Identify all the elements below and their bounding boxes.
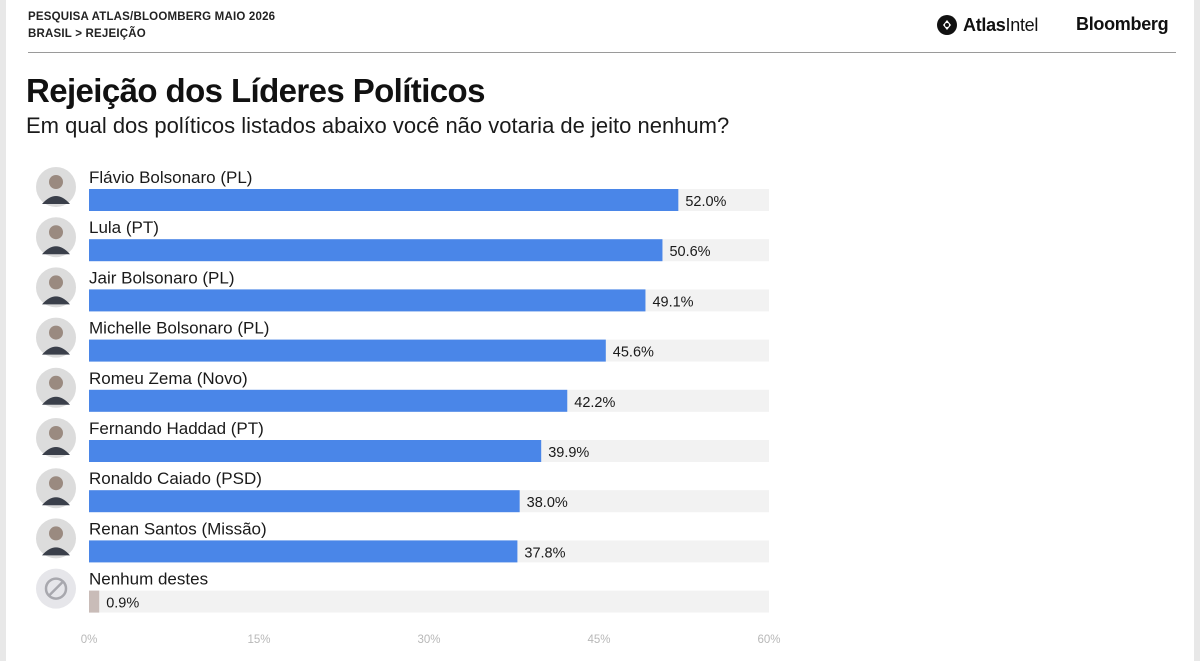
bar <box>89 440 542 462</box>
value-label: 0.9% <box>106 596 139 612</box>
bar-chart: Flávio Bolsonaro (PL) 52.0% Lula (PT) 50.6%… <box>36 167 781 646</box>
candidate-label: Jair Bolsonaro (PL) <box>89 268 235 287</box>
candidate-label: Ronaldo Caiado (PSD) <box>89 469 262 488</box>
intel-logo-text: Intel <box>1005 14 1039 35</box>
value-label: 39.9% <box>548 445 589 461</box>
candidate-label: Michelle Bolsonaro (PL) <box>89 319 269 338</box>
chart-subtitle: Em qual dos políticos listados abaixo vo… <box>26 113 730 138</box>
candidate-label: Romeu Zema (Novo) <box>89 369 248 388</box>
ban-icon <box>44 577 68 600</box>
value-label: 38.0% <box>527 495 568 511</box>
avatar-head <box>49 375 63 390</box>
value-label: 42.2% <box>574 395 615 411</box>
survey-label: PESQUISA ATLAS/BLOOMBERG MAIO 2026 <box>28 11 276 23</box>
avatar-shoulders <box>42 547 70 556</box>
header-divider <box>28 52 1176 53</box>
avatar-head <box>49 175 63 189</box>
x-tick-label: 45% <box>587 634 610 646</box>
bar <box>89 389 568 412</box>
avatar-shoulders <box>42 396 70 405</box>
bar <box>89 339 606 362</box>
bar <box>89 189 679 211</box>
bar <box>89 490 520 513</box>
bar-track <box>89 590 769 613</box>
avatar-shoulders <box>42 346 70 355</box>
avatar-head <box>49 476 63 491</box>
avatar-head <box>49 275 63 290</box>
value-label: 52.0% <box>685 194 726 210</box>
x-tick-label: 60% <box>757 634 780 646</box>
candidate-label: Nenhum destes <box>89 570 208 589</box>
value-label: 50.6% <box>669 244 710 260</box>
avatar-head <box>49 225 63 240</box>
bar <box>89 289 646 312</box>
value-label: 49.1% <box>652 294 693 310</box>
avatar-shoulders <box>42 246 70 255</box>
ban-icon-slash <box>48 580 64 597</box>
avatar-shoulders <box>42 196 70 204</box>
atlas-logo-text: Atlas <box>963 14 1006 35</box>
x-tick-label: 30% <box>417 634 440 646</box>
bloomberg-logo: Bloomberg <box>1076 14 1169 34</box>
avatar-shoulders <box>42 296 70 305</box>
candidate-label: Renan Santos (Missão) <box>89 519 267 538</box>
bar <box>89 540 518 563</box>
avatar-head <box>49 325 63 340</box>
x-tick-label: 15% <box>247 634 270 646</box>
candidate-label: Fernando Haddad (PT) <box>89 419 264 438</box>
x-tick-label: 0% <box>81 634 98 646</box>
bar <box>89 590 100 613</box>
atlasintel-logo-icon <box>937 15 957 35</box>
header-bar: PESQUISA ATLAS/BLOOMBERG MAIO 2026 BRASI… <box>6 0 1194 54</box>
chart-title: Rejeição dos Líderes Políticos <box>26 72 485 109</box>
chart-card: PESQUISA ATLAS/BLOOMBERG MAIO 2026 BRASI… <box>6 0 1194 661</box>
avatar-head <box>49 426 63 440</box>
atlasintel-logo: AtlasIntel <box>936 12 1038 38</box>
bar <box>89 239 663 262</box>
avatar-shoulders <box>42 497 70 506</box>
breadcrumb: BRASIL > REJEIÇÃO <box>28 28 146 40</box>
value-label: 37.8% <box>524 545 565 561</box>
value-label: 45.6% <box>613 345 654 361</box>
avatar-head <box>49 526 63 541</box>
candidate-label: Lula (PT) <box>89 218 159 237</box>
candidate-label: Flávio Bolsonaro (PL) <box>89 168 252 187</box>
avatar-shoulders <box>42 447 70 455</box>
